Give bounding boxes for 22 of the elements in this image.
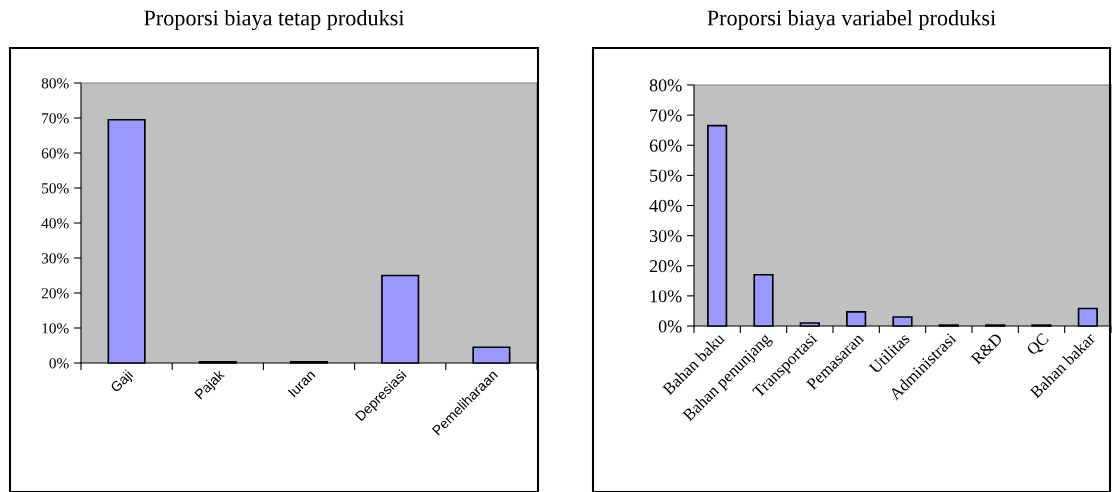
- y-tick-label: 20%: [649, 260, 682, 273]
- y-tick-label: 80%: [649, 79, 682, 92]
- y-tick-label: 70%: [42, 113, 69, 124]
- y-tick-label: 20%: [41, 288, 69, 299]
- y-tick-label: 60%: [649, 139, 682, 152]
- x-tick-label: Gaji: [109, 369, 136, 395]
- y-tick-label: 10%: [42, 323, 69, 334]
- y-tick-label: 40%: [41, 218, 69, 229]
- chart-title: Proporsi biaya tetap produksi: [144, 9, 405, 31]
- y-tick-label: 10%: [650, 290, 682, 303]
- y-tick-label: 70%: [650, 109, 682, 122]
- y-tick-label: 30%: [41, 253, 69, 264]
- y-tick-label: 0%: [49, 358, 69, 369]
- y-tick-label: 40%: [649, 199, 682, 212]
- y-tick-label: 80%: [41, 78, 69, 89]
- y-tick-label: 50%: [42, 183, 69, 194]
- chart-title: Proporsi biaya variabel produksi: [707, 9, 996, 31]
- y-tick-label: 0%: [658, 320, 682, 333]
- x-tick-label: QC: [1025, 332, 1051, 358]
- y-tick-label: 50%: [650, 169, 682, 182]
- y-tick-label: 30%: [649, 229, 682, 243]
- y-tick-label: 60%: [41, 148, 69, 159]
